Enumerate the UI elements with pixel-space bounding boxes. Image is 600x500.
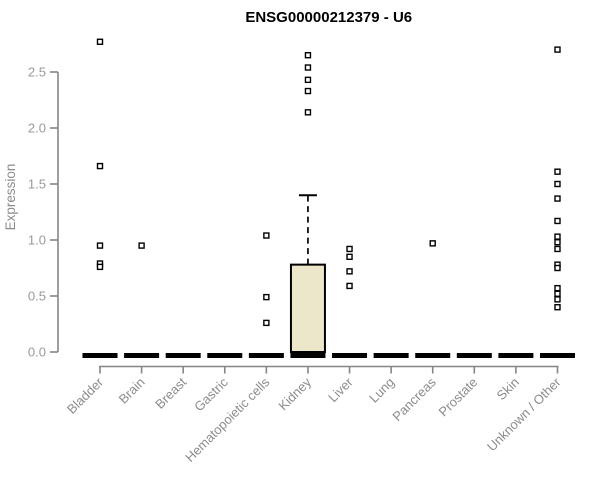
- x-tick-label: Lung: [366, 375, 397, 406]
- y-tick-label: 1.0: [28, 233, 46, 248]
- outlier-point: [554, 46, 561, 53]
- category-group: [415, 240, 451, 358]
- outlier-point: [263, 232, 270, 239]
- outlier-point: [554, 180, 561, 188]
- x-tick-label: Brain: [116, 375, 148, 407]
- outlier-point: [304, 87, 312, 95]
- outlier-point: [554, 304, 561, 311]
- median-zero-bar: [82, 353, 118, 358]
- y-axis-title: Expression: [3, 164, 18, 231]
- y-tick-label: 2.5: [28, 65, 46, 80]
- outlier-point: [263, 319, 270, 327]
- y-tick-label: 2.0: [28, 121, 46, 136]
- category-group: [539, 46, 575, 358]
- outlier-point: [304, 76, 312, 84]
- median-zero-bar: [165, 353, 201, 358]
- outlier-point: [554, 284, 561, 292]
- median-zero-bar: [248, 353, 284, 358]
- outlier-point: [554, 217, 561, 225]
- outlier-point: [554, 264, 561, 272]
- x-tick-label: Kidney: [275, 374, 314, 413]
- outlier-point: [554, 290, 561, 297]
- category-group: [82, 38, 118, 358]
- outlier-point: [554, 245, 561, 253]
- x-tick-label: Pancreas: [389, 374, 439, 424]
- y-tick-label: 1.5: [28, 177, 46, 192]
- x-tick-label: Gastric: [191, 374, 231, 414]
- y-tick-label: 0.0: [28, 345, 46, 360]
- median-zero-bar: [456, 353, 492, 358]
- outlier-point: [96, 263, 104, 271]
- x-tick-label: Liver: [325, 374, 356, 405]
- category-group: [373, 353, 409, 358]
- box-rect: [289, 263, 326, 354]
- chart-title: ENSG00000212379 - U6: [245, 9, 412, 26]
- category-group: [498, 353, 534, 358]
- x-tick-label: Unknown / Other: [484, 374, 564, 454]
- outlier-point: [138, 242, 145, 249]
- median-zero-bar: [290, 353, 326, 358]
- y-axis: 0.0 0.5 1.0 1.5 2.0 2.5 Expression: [3, 65, 59, 360]
- x-tick-label: Prostate: [436, 375, 481, 420]
- category-group: [165, 353, 201, 358]
- outlier-point: [346, 282, 353, 290]
- category-group: [248, 232, 284, 358]
- x-tick-label: Bladder: [64, 374, 107, 417]
- median-zero-bar: [498, 353, 534, 358]
- outlier-point: [96, 162, 104, 170]
- outlier-point: [554, 239, 561, 246]
- median-zero-bar: [207, 353, 243, 358]
- outlier-point: [96, 38, 104, 45]
- outlier-point: [429, 240, 436, 247]
- category-group: [124, 242, 160, 358]
- x-tick-label: Skin: [494, 375, 522, 403]
- median-zero-bar: [332, 353, 368, 358]
- median-zero-bar: [124, 353, 160, 358]
- outlier-point: [304, 109, 312, 116]
- category-group: [332, 245, 368, 358]
- outlier-point: [96, 242, 104, 249]
- category-group: [456, 353, 492, 358]
- y-tick-label: 0.5: [28, 289, 46, 304]
- outlier-point: [346, 245, 353, 253]
- outlier-point: [263, 293, 270, 301]
- x-tick-label: Breast: [152, 374, 189, 411]
- category-group: [207, 353, 243, 358]
- median-zero-bar: [415, 353, 451, 358]
- outlier-point: [554, 195, 561, 202]
- outlier-point: [304, 64, 312, 71]
- outlier-point: [554, 233, 561, 240]
- outlier-point: [346, 253, 353, 261]
- category-group: [289, 52, 326, 358]
- median-zero-bar: [539, 353, 575, 358]
- outlier-point: [554, 296, 561, 303]
- outlier-point: [304, 52, 312, 59]
- outlier-point: [554, 168, 561, 175]
- outlier-point: [346, 268, 353, 275]
- median-zero-bar: [373, 353, 409, 358]
